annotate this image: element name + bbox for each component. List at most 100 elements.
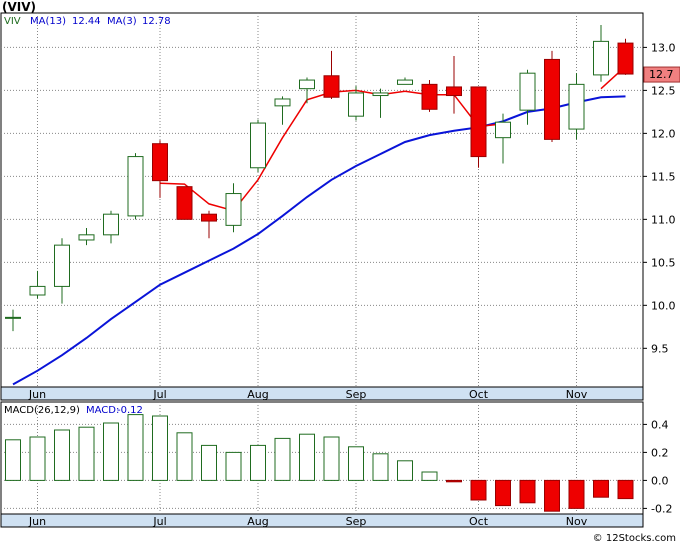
- price-y-tick-label: 9.5: [651, 342, 669, 355]
- candle-body: [127, 156, 144, 217]
- macd-x-tick-label: Jul: [152, 515, 166, 528]
- candle-body: [593, 40, 609, 76]
- candle: [201, 210, 217, 239]
- candle: [348, 86, 364, 121]
- candle: [127, 153, 144, 220]
- legend-ma13-value: 12.44: [72, 16, 101, 27]
- macd-bar: [617, 479, 634, 500]
- price-panel-frame: [0, 12, 644, 388]
- candle-body: [225, 193, 242, 226]
- candle: [78, 227, 95, 246]
- candle-body: [519, 72, 536, 111]
- candle: [470, 86, 487, 168]
- macd-bar: [397, 460, 413, 481]
- candle: [225, 183, 242, 233]
- price-y-tick-label: 13.0: [651, 41, 676, 54]
- candle-body: [348, 92, 364, 117]
- candle: [274, 96, 291, 125]
- macd-bar: [78, 426, 95, 481]
- candle-body: [78, 234, 95, 241]
- macd-bar: [201, 444, 217, 481]
- price-y-tick-label: 11.5: [651, 170, 676, 183]
- legend-symbol: VIV: [4, 16, 21, 27]
- candle: [323, 50, 340, 99]
- candle: [152, 140, 168, 198]
- candle-body: [421, 83, 438, 110]
- macd-bar: [29, 436, 46, 481]
- price-y-tick-label: 12.0: [651, 127, 676, 140]
- macd-bar: [421, 471, 438, 481]
- macd-bar: [54, 429, 70, 481]
- candle: [495, 113, 511, 164]
- candle-body: [29, 285, 46, 296]
- macd-legend-value-label: MACD:: [86, 405, 119, 416]
- macd-y-tick-label: 0.4: [651, 418, 669, 431]
- macd-bar: [225, 451, 242, 481]
- legend-ma13-label: MA(13): [30, 16, 66, 27]
- macd-y-tick-label: -0.2: [651, 502, 672, 515]
- candle-body: [397, 79, 413, 85]
- candle: [54, 238, 70, 304]
- macd-y-tick-label: 0.0: [651, 474, 669, 487]
- current-price-label: 12.7: [649, 68, 674, 81]
- macd-date-axis-bar: [0, 513, 644, 528]
- macd-bar: [495, 479, 511, 507]
- macd-bar: [127, 414, 144, 481]
- price-x-tick-label: Sep: [346, 388, 367, 401]
- candle-body: [372, 92, 389, 97]
- macd-x-tick-label: Oct: [469, 515, 489, 528]
- macd-legend-label: MACD(26,12,9): [4, 405, 80, 416]
- candle: [568, 73, 585, 140]
- candle-body: [54, 244, 70, 287]
- macd-x-tick-label: Aug: [247, 515, 268, 528]
- candle-body: [568, 83, 585, 130]
- candle: [617, 38, 634, 75]
- macd-bar: [470, 479, 487, 501]
- candle: [29, 270, 46, 299]
- legend-ma3-label: MA(3): [107, 16, 137, 27]
- macd-legend-value: -0.12: [117, 405, 143, 416]
- price-y-tick-label: 12.5: [651, 84, 676, 97]
- macd-bar: [372, 453, 389, 481]
- candle: [5, 309, 21, 332]
- macd-bar: [176, 432, 193, 481]
- macd-bar: [348, 446, 364, 481]
- candle-body: [152, 143, 168, 182]
- candle-body: [544, 58, 560, 140]
- macd-x-tick-label: Jun: [28, 515, 46, 528]
- macd-x-tick-label: Nov: [566, 515, 588, 528]
- macd-bar: [519, 479, 536, 504]
- ma13-line: [12, 95, 626, 386]
- candle-body: [617, 42, 634, 75]
- price-y-tick-label: 10.0: [651, 299, 676, 312]
- candle-body: [495, 121, 511, 139]
- candle-body: [274, 98, 291, 107]
- macd-bar: [593, 479, 609, 498]
- macd-bar: [323, 436, 340, 481]
- candle-body: [5, 316, 21, 319]
- macd-bar: [250, 444, 266, 481]
- macd-bar: [568, 479, 585, 509]
- macd-bar: [299, 433, 315, 481]
- candle-body: [250, 122, 266, 169]
- macd-bar: [544, 479, 560, 512]
- candle-body: [299, 79, 315, 90]
- candle-body: [103, 213, 119, 236]
- candle: [372, 88, 389, 118]
- macd-bar: [5, 439, 21, 481]
- price-x-tick-label: Oct: [469, 388, 489, 401]
- candle: [421, 80, 438, 112]
- candle-body: [446, 86, 462, 97]
- macd-bar: [152, 415, 168, 481]
- candle: [176, 186, 193, 220]
- candle-body: [323, 75, 340, 98]
- candle: [519, 69, 536, 125]
- ticker-title: (VIV): [2, 0, 37, 14]
- macd-bar: [274, 437, 291, 481]
- candle-body: [201, 213, 217, 222]
- macd-bar: [446, 479, 462, 483]
- price-x-tick-label: Jun: [28, 388, 46, 401]
- candle: [446, 55, 462, 114]
- candle-body: [176, 186, 193, 220]
